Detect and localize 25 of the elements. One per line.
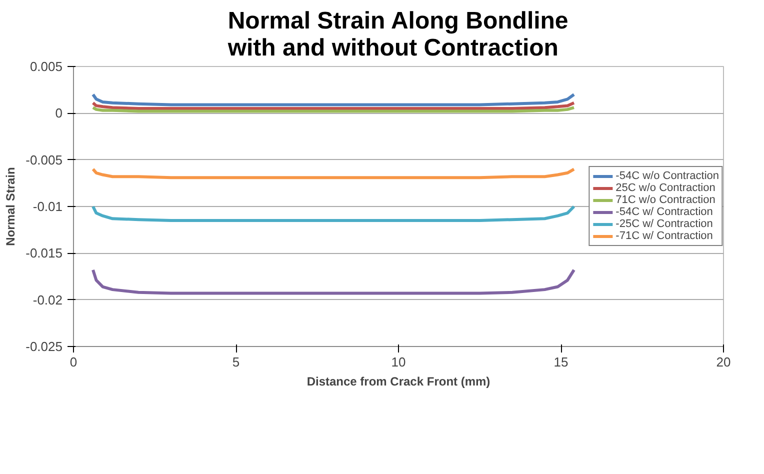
x-axis-title: Distance from Crack Front (mm) <box>306 374 490 388</box>
y-tick-label: -0.015 <box>26 246 63 261</box>
y-axis-title: Normal Strain <box>4 167 18 246</box>
x-tick-label: 15 <box>554 354 568 370</box>
legend-label: -54C w/ Contraction <box>616 206 713 218</box>
line-series <box>92 93 576 106</box>
legend-label: 71C w/o Contraction <box>616 194 716 206</box>
y-tick-label: -0.01 <box>32 199 63 214</box>
x-tick-label: 10 <box>391 354 406 370</box>
line-series <box>92 205 576 222</box>
legend-label: 25C w/o Contraction <box>616 182 716 194</box>
chart-title: Normal Strain Along Bondline with and without Contraction <box>226 8 568 62</box>
y-tick-label: 0.005 <box>30 59 63 74</box>
legend-label: -71C w/ Contraction <box>616 230 713 242</box>
line-series <box>92 168 576 180</box>
y-tick-label: -0.005 <box>26 152 63 168</box>
legend-label: -25C w/ Contraction <box>616 218 713 230</box>
x-tick-label: 5 <box>232 354 240 370</box>
y-tick-label: 0 <box>55 106 63 121</box>
x-tick-label: 0 <box>70 354 78 370</box>
y-tick-label: -0.025 <box>26 339 63 354</box>
line-series <box>92 268 576 295</box>
legend-label: -54C w/o Contraction <box>616 170 719 182</box>
y-tick-label: -0.02 <box>32 292 63 308</box>
x-tick-label: 20 <box>716 354 731 370</box>
